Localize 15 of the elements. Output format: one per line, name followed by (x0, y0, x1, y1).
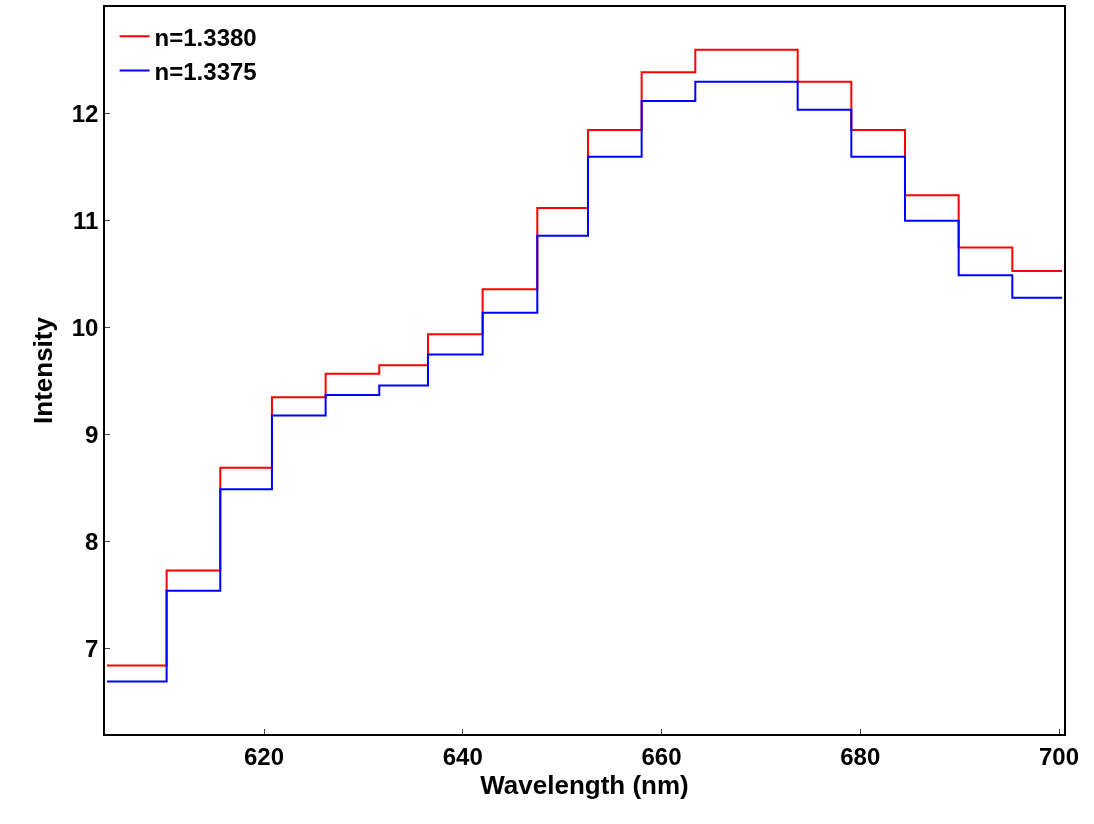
y-tick-label: 7 (85, 634, 99, 662)
x-tick-label: 660 (641, 742, 682, 770)
legend-label: n=1.3380 (154, 23, 257, 51)
y-tick-label: 8 (85, 527, 99, 555)
x-axis-title: Wavelength (nm) (480, 769, 689, 800)
x-tick-label: 700 (1039, 742, 1080, 770)
y-axis-title: Intensity (27, 316, 58, 424)
y-tick-label: 11 (73, 207, 99, 235)
y-tick-label: 9 (85, 421, 99, 449)
y-tick-label: 12 (71, 100, 99, 128)
x-tick-label: 620 (243, 742, 285, 770)
x-tick-label: 640 (442, 742, 483, 770)
y-tick-label: 10 (71, 314, 99, 342)
legend-label: n=1.3375 (154, 57, 257, 85)
x-tick-label: 680 (840, 742, 881, 770)
